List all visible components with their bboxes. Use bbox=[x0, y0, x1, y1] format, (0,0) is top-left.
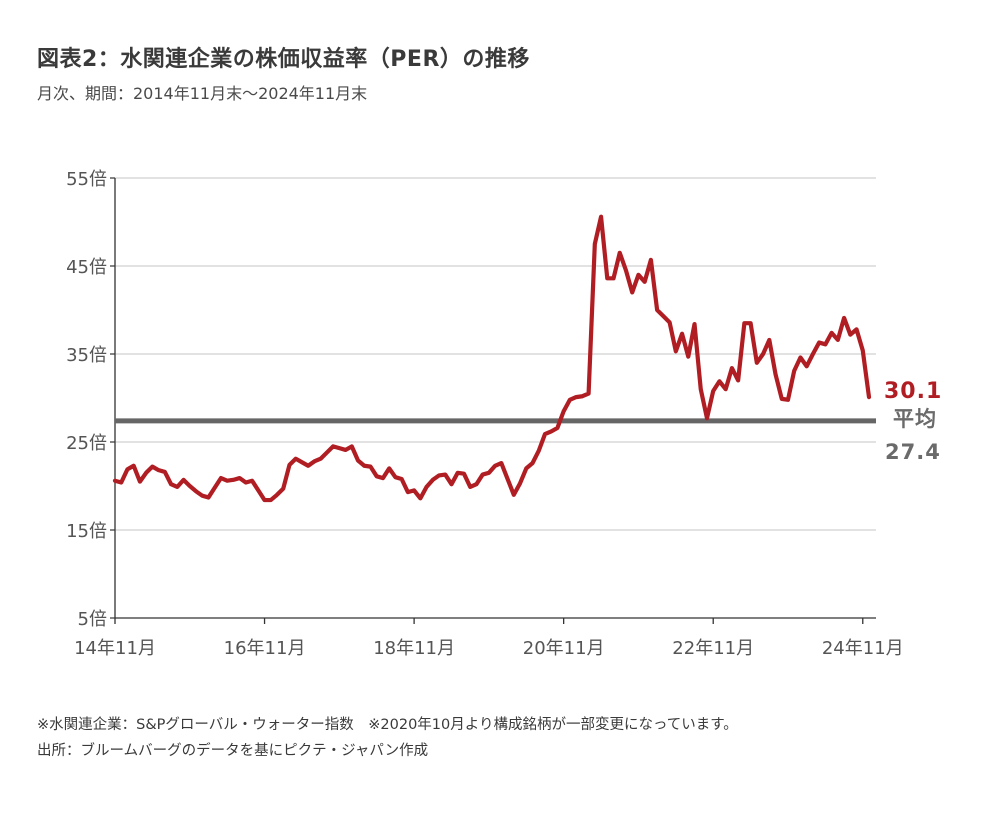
axes bbox=[110, 177, 876, 624]
series-group bbox=[112, 214, 872, 503]
x-tick-label-1: 16年11月 bbox=[224, 638, 306, 659]
footnote-line-1: ※水関連企業：S&Pグローバル・ウォーター指数 ※2020年10月より構成銘柄が… bbox=[37, 717, 738, 733]
x-axis-ticks: 14年11月 16年11月 18年11月 20年11月 22年11月 24年11月 bbox=[74, 638, 904, 659]
last-value-label: 30.1 bbox=[884, 379, 942, 404]
y-tick-label-35: 35倍 bbox=[66, 345, 107, 366]
x-tick-label-4: 22年11月 bbox=[672, 638, 754, 659]
chart-title: 図表2：水関連企業の株価収益率（PER）の推移 bbox=[37, 47, 530, 72]
chart-subtitle: 月次、期間：2014年11月末～2024年11月末 bbox=[37, 84, 368, 103]
y-tick-label-45: 45倍 bbox=[66, 257, 107, 278]
y-tick-label-55: 55倍 bbox=[66, 169, 107, 190]
footnotes: ※水関連企業：S&Pグローバル・ウォーター指数 ※2020年10月より構成銘柄が… bbox=[37, 712, 738, 764]
grid-lines bbox=[115, 177, 876, 531]
y-tick-label-25: 25倍 bbox=[66, 433, 107, 454]
x-tick-label-5: 24年11月 bbox=[822, 638, 904, 659]
footnote-source: 出所：ブルームバーグのデータを基にピクテ・ジャパン作成 bbox=[37, 743, 429, 759]
x-tick-label-2: 18年11月 bbox=[373, 638, 455, 659]
x-tick-label-0: 14年11月 bbox=[74, 638, 156, 659]
y-tick-label-5: 5倍 bbox=[78, 609, 107, 630]
x-tick-label-3: 20年11月 bbox=[523, 638, 605, 659]
average-value-label: 27.4 bbox=[885, 440, 941, 464]
per-series-line bbox=[112, 214, 872, 503]
y-tick-label-15: 15倍 bbox=[66, 521, 107, 542]
y-axis-ticks: 5倍 15倍 25倍 35倍 45倍 55倍 bbox=[66, 169, 107, 630]
end-labels: 30.1 平均 27.4 bbox=[884, 379, 942, 464]
average-label: 平均 bbox=[893, 407, 937, 431]
